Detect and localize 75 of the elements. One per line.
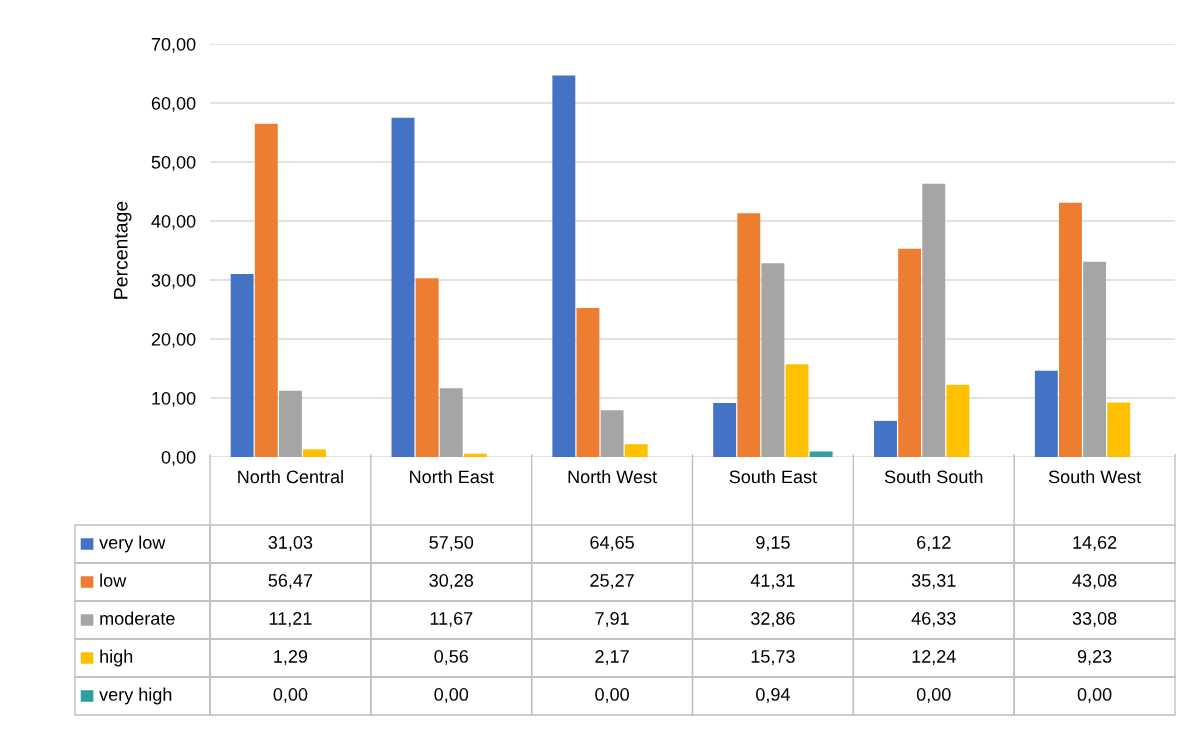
x-tick-label: North West — [568, 470, 657, 484]
bar — [898, 248, 922, 457]
bar — [809, 451, 833, 457]
data-label: 0,00 — [595, 688, 629, 703]
data-label: 0,00 — [273, 688, 308, 703]
x-tick-label: North Central — [238, 470, 343, 484]
bar — [576, 307, 600, 457]
x-tick-label: South South — [884, 470, 983, 484]
legend-label: very low — [99, 535, 166, 553]
y-tick-label: 70,00 — [151, 37, 196, 53]
bar — [1083, 261, 1107, 457]
y-tick-label: 40,00 — [151, 214, 196, 230]
data-label: 0,00 — [1077, 688, 1112, 703]
y-axis-title: Percentage — [114, 201, 132, 299]
bar — [415, 278, 439, 457]
bar — [278, 390, 302, 457]
data-label: 12,24 — [912, 650, 956, 665]
data-label: 64,65 — [590, 536, 634, 551]
data-label: 56,47 — [268, 574, 313, 589]
data-label: 11,67 — [430, 612, 473, 627]
bar — [624, 444, 648, 457]
data-label: 14,62 — [1073, 536, 1117, 551]
bar — [737, 213, 761, 457]
x-tick-label: South West — [1048, 470, 1141, 484]
bar — [946, 384, 970, 457]
x-tick-label: South East — [729, 470, 817, 484]
legend-label: high — [100, 649, 133, 667]
y-tick-label: 0,00 — [161, 450, 196, 466]
bar — [303, 449, 326, 457]
data-label: 31,03 — [268, 536, 313, 551]
bar — [600, 410, 624, 457]
data-label: 0,56 — [434, 650, 469, 665]
bar — [552, 75, 576, 457]
data-label: 32,86 — [751, 612, 795, 627]
data-label: 46,33 — [911, 612, 956, 627]
bar — [391, 117, 415, 457]
bar — [922, 183, 946, 457]
data-label: 30,28 — [429, 574, 474, 589]
legend-label: very high — [99, 687, 172, 705]
data-label: 57,50 — [429, 536, 474, 551]
data-label: 43,08 — [1072, 574, 1117, 589]
bar — [254, 123, 278, 457]
data-label: 41,31 — [750, 574, 795, 589]
data-label: 15,73 — [751, 650, 795, 665]
y-tick-label: 10,00 — [152, 391, 196, 407]
legend-label: moderate — [100, 611, 175, 625]
data-label: 0,00 — [434, 688, 469, 703]
y-tick-label: 60,00 — [151, 96, 196, 112]
data-label: 0,00 — [916, 688, 951, 703]
bar — [1107, 402, 1131, 457]
data-label: 7,91 — [595, 612, 629, 627]
data-label: 11,21 — [269, 612, 312, 627]
data-label: 9,23 — [1077, 650, 1112, 665]
bar — [785, 364, 809, 457]
y-tick-label: 20,00 — [151, 332, 196, 348]
bar — [1034, 370, 1058, 457]
data-label: 0,94 — [756, 688, 790, 703]
bar — [463, 453, 487, 457]
x-tick-label: North East — [410, 470, 494, 484]
bar — [230, 273, 254, 457]
legend-label: low — [100, 573, 127, 587]
bar — [761, 263, 785, 457]
bar — [713, 403, 737, 457]
data-label: 6,12 — [917, 536, 951, 551]
y-tick-label: 30,00 — [151, 273, 196, 289]
data-label: 35,31 — [911, 574, 956, 589]
y-tick-label: 50,00 — [151, 155, 196, 171]
data-label: 2,17 — [595, 650, 629, 665]
data-label: 9,15 — [756, 536, 790, 551]
data-label: 33,08 — [1072, 612, 1117, 627]
bar — [439, 388, 463, 457]
bar — [1059, 202, 1082, 457]
data-label: 25,27 — [590, 574, 634, 589]
bar — [874, 420, 897, 457]
data-label: 1,29 — [274, 650, 308, 665]
